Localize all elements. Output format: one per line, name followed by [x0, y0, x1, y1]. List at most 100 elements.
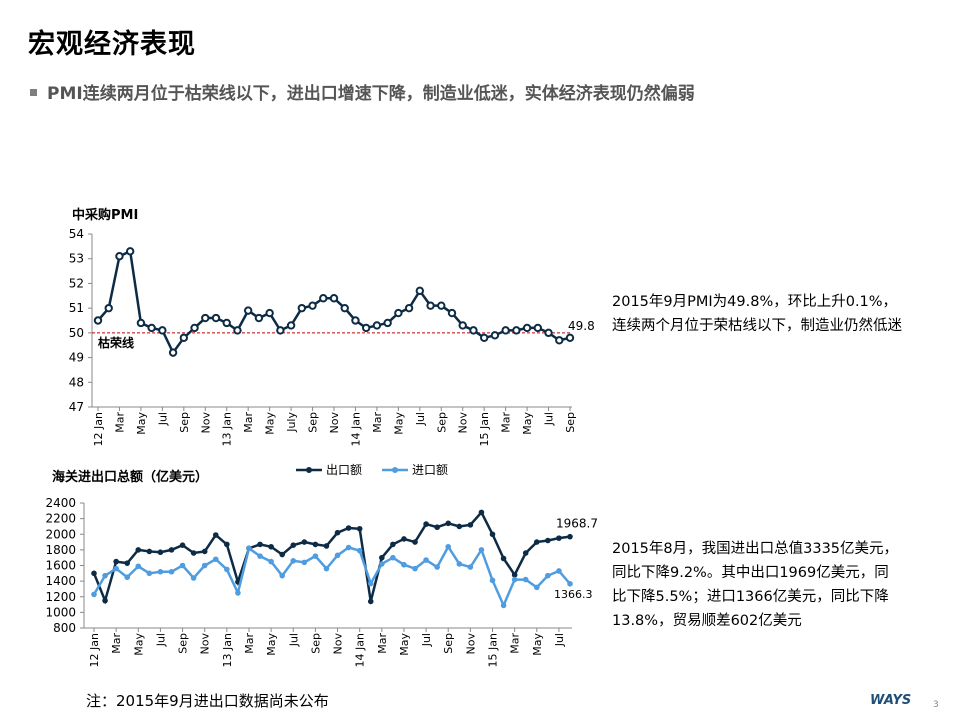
import-point [511, 576, 518, 583]
pmi-point [190, 323, 199, 333]
export-point [168, 547, 175, 553]
pmi-point [479, 333, 489, 343]
trade-commentary: 2015年8月，我国进出口总值3335亿美元，同比下降9.2%。其中出口1969… [612, 541, 899, 629]
import-point [478, 547, 485, 553]
pmi-chart: 47 48 49 50 51 52 53 54 枯荣线 49.8 12 Jan Mar May Jul Se… [69, 227, 595, 446]
x-tick-label: Mar [376, 633, 389, 654]
y-tick-label: 49 [69, 351, 84, 365]
pmi-point [104, 303, 113, 313]
export-point [146, 548, 153, 555]
x-tick-label: Sep [564, 412, 577, 433]
import-point [168, 568, 175, 575]
export-point [412, 539, 418, 545]
pmi-point [522, 323, 532, 333]
x-tick-label: Mar [509, 633, 522, 654]
import-point [279, 572, 285, 579]
export-point [334, 529, 341, 536]
logo-text: WAYS [870, 693, 912, 708]
x-tick-label: 15 Jan [478, 412, 491, 446]
pmi-point [308, 301, 317, 310]
pmi-point [361, 323, 371, 333]
bullet-icon [30, 88, 37, 96]
x-tick-label: Nov [328, 412, 341, 434]
export-point [545, 537, 551, 544]
pmi-point [329, 294, 339, 303]
export-point [511, 572, 518, 578]
x-tick-label: May [398, 633, 411, 656]
import-point [423, 557, 429, 563]
pmi-last-value-label: 49.8 [568, 319, 595, 333]
import-point [445, 543, 452, 550]
import-point [190, 575, 197, 581]
pmi-point [490, 331, 500, 340]
export-point [201, 548, 208, 555]
x-tick-label: 13 Jan [221, 633, 234, 667]
export-point [257, 541, 263, 548]
import-point [522, 576, 529, 583]
x-tick-label: Sep [307, 412, 320, 433]
import-point [379, 561, 385, 567]
pmi-point [168, 348, 178, 357]
pmi-point [340, 303, 349, 313]
import-point [113, 565, 119, 572]
pmi-point [383, 318, 392, 328]
export-point [179, 542, 186, 548]
x-tick-label: May [265, 633, 278, 656]
import-point [201, 562, 208, 569]
pmi-point [222, 318, 231, 328]
import-point [290, 558, 297, 564]
pmi-point [469, 326, 478, 335]
x-tick-label: May [264, 412, 277, 435]
pmi-point [372, 321, 382, 330]
x-tick-label: July [285, 412, 298, 433]
footnote: 注：2015年9月进出口数据尚未公布 [86, 692, 329, 710]
pmi-point [125, 247, 135, 256]
y-tick-label: 54 [69, 227, 84, 241]
pmi-point [297, 303, 307, 313]
export-point [533, 539, 540, 545]
export-point [356, 525, 363, 532]
y-tick-label: 1400 [45, 574, 76, 588]
page-title: 宏观经济表现 [28, 29, 196, 60]
import-point [401, 561, 407, 568]
pmi-point [243, 306, 253, 315]
import-point [334, 552, 341, 559]
legend-marker [306, 467, 312, 473]
import-point [500, 602, 507, 609]
import-line [92, 544, 571, 609]
pmi-point [404, 303, 414, 313]
import-point [434, 564, 440, 570]
import-point [545, 572, 551, 579]
x-tick-label: May [521, 412, 534, 435]
y-tick-label: 53 [69, 252, 84, 266]
pmi-point [555, 336, 564, 345]
y-tick-label: 1000 [45, 605, 76, 619]
page-subtitle: PMI连续两月位于枯荣线以下，进出口增速下降，制造业低迷，实体经济表现仍然偏弱 [30, 79, 695, 104]
export-point [367, 598, 374, 605]
x-tick-label: Sep [435, 412, 448, 433]
y-tick-label: 1600 [45, 559, 76, 573]
import-point [257, 553, 263, 559]
x-tick-label: May [392, 412, 405, 435]
import-point [533, 584, 540, 591]
export-point [135, 547, 142, 553]
x-tick-label: 15 Jan [487, 633, 500, 667]
export-point [290, 542, 297, 548]
x-tick-label: Nov [464, 633, 477, 655]
export-point [312, 541, 319, 548]
pmi-point [115, 252, 124, 261]
pmi-point [93, 316, 103, 325]
x-tick-label: May [132, 633, 145, 656]
y-tick-label: 48 [69, 375, 84, 389]
import-point [224, 566, 230, 573]
export-point [379, 554, 385, 561]
legend-marker [392, 467, 398, 473]
pmi-point [211, 313, 221, 323]
pmi-point [458, 321, 467, 330]
pmi-point [437, 301, 446, 310]
import-point [456, 561, 463, 567]
import-point [135, 563, 142, 570]
pmi-point [415, 286, 425, 296]
x-tick-label: Sep [442, 633, 455, 654]
